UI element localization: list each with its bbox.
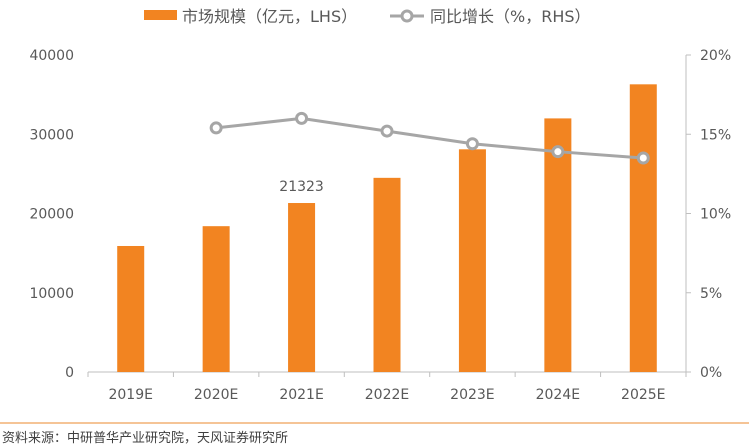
bar-2022E [373,177,401,372]
growth-point-2021E [295,111,309,125]
growth-point-2023E [465,137,479,151]
x-tick-label: 2021E [279,387,323,403]
legend-label-bar: 市场规模（亿元，LHS） [182,7,357,26]
y-left-tick-label: 30000 [29,127,74,143]
y-right-tick-label: 20% [700,48,731,64]
growth-point-2025E [636,151,650,165]
y-left-tick-label: 20000 [29,207,74,223]
y-right-tick-label: 0% [700,365,722,381]
legend: 市场规模（亿元，LHS） 同比增长（%，RHS） [144,7,591,26]
bar-2025E [629,84,657,372]
bar-2020E [202,226,230,372]
growth-point-2020E [209,121,223,135]
growth-point-2022E [380,124,394,138]
x-tick-label: 2024E [536,387,580,403]
y-left-tick-label: 0 [65,365,74,381]
bar-2019E [117,245,145,372]
y-left-tick-label: 10000 [29,286,74,302]
growth-line [215,116,644,160]
y-right-tick-label: 10% [700,207,731,223]
legend-swatch-marker [400,9,414,23]
legend-swatch-bar [144,10,177,20]
y-left-tick-label: 40000 [29,48,74,64]
x-tick-label: 2019E [108,387,152,403]
y-right-tick-label: 15% [700,127,731,143]
bar-2024E [544,118,572,373]
x-tick-label: 2022E [365,387,409,403]
growth-point-2024E [551,145,565,159]
x-tick-label: 2025E [621,387,665,403]
bar-2023E [458,149,486,372]
x-tick-label: 2020E [194,387,238,403]
source-note: 资料来源：中研普华产业研究院，天风证券研究所 [2,430,288,446]
legend-label-line: 同比增长（%，RHS） [430,7,591,26]
data-label: 21323 [279,179,324,195]
y-right-tick-label: 5% [700,286,722,302]
bar-2021E [288,203,316,372]
x-tick-label: 2023E [450,387,494,403]
